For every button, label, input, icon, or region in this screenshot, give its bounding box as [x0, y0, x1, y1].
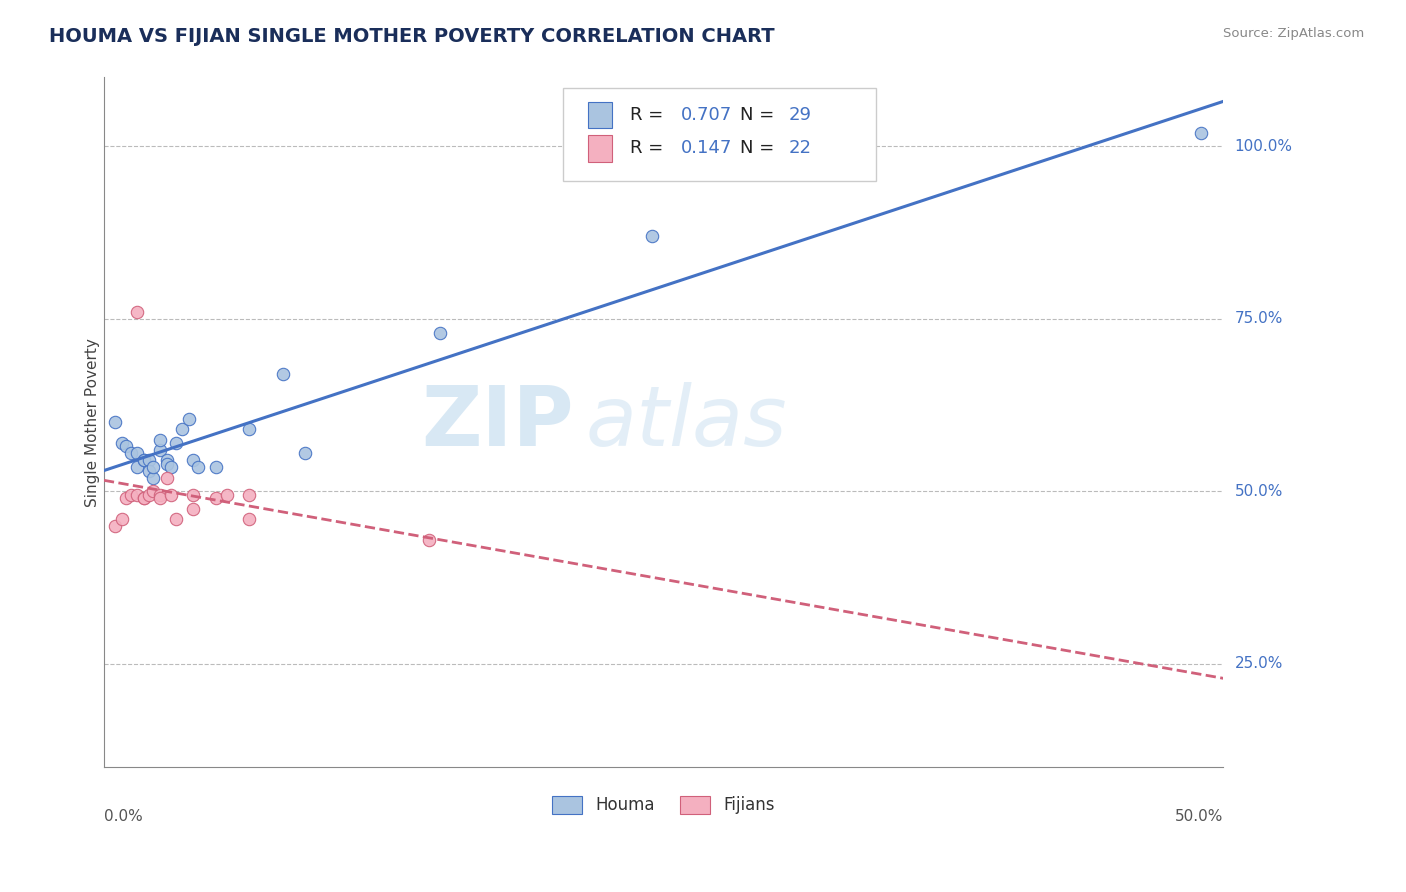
Text: HOUMA VS FIJIAN SINGLE MOTHER POVERTY CORRELATION CHART: HOUMA VS FIJIAN SINGLE MOTHER POVERTY CO… — [49, 27, 775, 45]
Point — [138, 453, 160, 467]
Point — [149, 491, 172, 506]
Text: R =: R = — [630, 106, 669, 124]
Point — [134, 491, 156, 506]
Point — [111, 512, 134, 526]
Point — [183, 488, 205, 502]
Point — [205, 460, 228, 475]
Point — [418, 533, 440, 547]
Text: 0.0%: 0.0% — [104, 809, 142, 823]
Text: 0.707: 0.707 — [681, 106, 731, 124]
Point — [142, 460, 165, 475]
Y-axis label: Single Mother Poverty: Single Mother Poverty — [86, 338, 100, 507]
Text: 50.0%: 50.0% — [1234, 483, 1282, 499]
Text: R =: R = — [630, 139, 669, 158]
Point — [142, 470, 165, 484]
Point — [127, 305, 149, 319]
Text: Source: ZipAtlas.com: Source: ZipAtlas.com — [1223, 27, 1364, 40]
Text: atlas: atlas — [585, 382, 787, 463]
Point — [183, 453, 205, 467]
Point — [138, 488, 160, 502]
Point — [172, 422, 194, 436]
Point — [1189, 126, 1212, 140]
Point — [238, 512, 260, 526]
Point — [294, 446, 316, 460]
Point — [138, 464, 160, 478]
Text: 100.0%: 100.0% — [1234, 139, 1292, 154]
FancyBboxPatch shape — [588, 136, 612, 161]
Text: 75.0%: 75.0% — [1234, 311, 1282, 326]
Point — [160, 488, 183, 502]
Point — [127, 488, 149, 502]
Point — [134, 491, 156, 506]
Point — [134, 453, 156, 467]
Text: 50.0%: 50.0% — [1175, 809, 1223, 823]
Legend: Houma, Fijians: Houma, Fijians — [546, 789, 782, 821]
Text: ZIP: ZIP — [422, 382, 574, 463]
Point — [149, 442, 172, 457]
Point — [177, 412, 200, 426]
Point — [205, 491, 228, 506]
Text: N =: N = — [740, 106, 780, 124]
Point — [111, 436, 134, 450]
Point — [120, 446, 142, 460]
Point — [271, 367, 294, 381]
Point — [149, 488, 172, 502]
Point — [155, 453, 177, 467]
Point — [115, 440, 138, 454]
Point — [429, 326, 451, 340]
Text: 0.147: 0.147 — [681, 139, 733, 158]
Point — [115, 491, 138, 506]
Point — [215, 488, 238, 502]
Text: N =: N = — [740, 139, 780, 158]
FancyBboxPatch shape — [562, 87, 876, 181]
Point — [104, 415, 127, 429]
FancyBboxPatch shape — [588, 103, 612, 128]
Point — [165, 436, 187, 450]
Point — [165, 512, 187, 526]
Point — [104, 518, 127, 533]
Point — [641, 229, 664, 244]
Point — [238, 422, 260, 436]
Text: 25.0%: 25.0% — [1234, 657, 1282, 672]
Point — [183, 501, 205, 516]
Point — [187, 460, 209, 475]
Point — [127, 446, 149, 460]
Point — [127, 460, 149, 475]
Point — [155, 470, 177, 484]
Point — [120, 488, 142, 502]
Point — [155, 457, 177, 471]
Point — [134, 453, 156, 467]
Point — [149, 433, 172, 447]
Text: 29: 29 — [789, 106, 813, 124]
Text: 22: 22 — [789, 139, 813, 158]
Point — [142, 484, 165, 499]
Point — [160, 460, 183, 475]
Point — [238, 488, 260, 502]
